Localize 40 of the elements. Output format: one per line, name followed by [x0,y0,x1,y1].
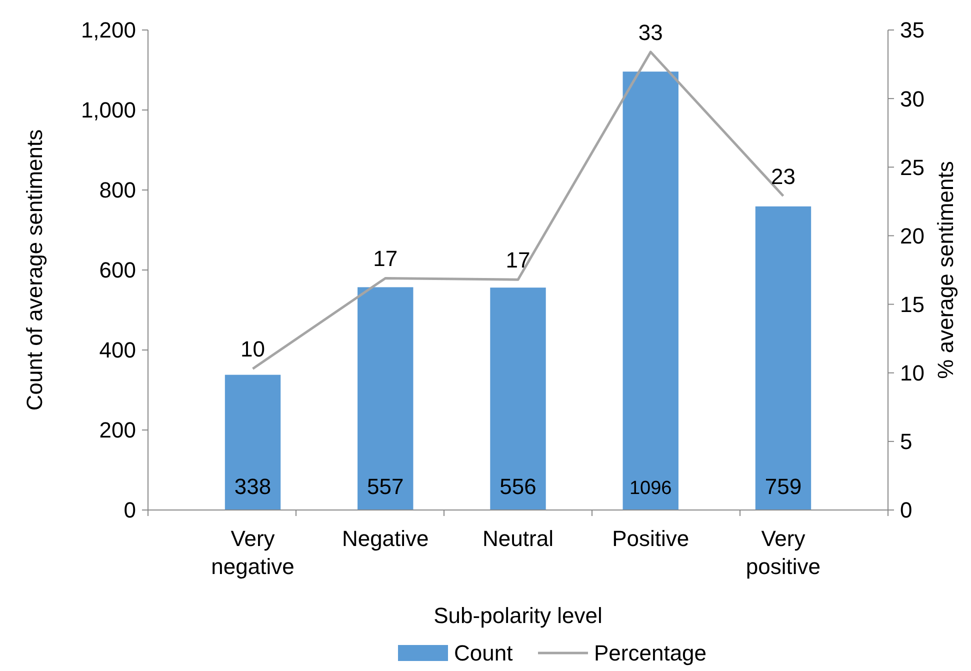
data-label: 1096 [629,478,672,499]
y-tick-label: 1,200 [80,18,136,43]
x-tick-label: Negative [342,526,429,551]
y2-tick-label: 5 [900,429,912,454]
y-axis-title: Count of average sentiments [22,129,47,411]
y2-tick-label: 30 [900,86,924,112]
data-label: 10 [240,336,266,362]
bar [490,288,546,510]
legend-label: Percentage [594,640,707,666]
x-tick-label: Very positive [746,526,821,579]
y-tick-label: 600 [99,258,136,283]
y-tick-label: 0 [124,498,136,523]
bar [622,72,678,510]
y-tick-label: 800 [99,178,136,203]
y2-tick-label: 0 [900,498,912,523]
x-tick-label: Very negative [211,526,294,579]
bar [755,206,812,510]
x-tick-label: Neutral [482,526,554,551]
y-tick-label: 1,000 [80,98,136,123]
data-label: 17 [506,248,530,273]
bar [358,287,414,510]
data-label: 33 [638,20,663,45]
y2-tick-label: 20 [900,223,924,248]
data-label: 557 [367,474,404,499]
y2-tick-label: 10 [900,360,924,386]
data-label: 556 [500,474,536,499]
y2-tick-label: 25 [900,154,924,180]
x-axis-title: Sub-polarity level [434,603,602,628]
data-label: 17 [373,246,398,272]
data-label: 23 [770,164,796,189]
y2-tick-label: 15 [900,292,924,317]
y-tick-label: 400 [99,338,136,363]
y2-axis-title: % average sentiments [933,161,958,379]
legend-label: Count [454,640,513,666]
y2-tick-label: 35 [900,18,924,43]
data-label: 759 [764,474,802,499]
x-tick-label: Positive [612,526,690,551]
y-tick-label: 200 [99,418,136,443]
data-label: 338 [234,474,272,499]
bar [224,374,281,510]
